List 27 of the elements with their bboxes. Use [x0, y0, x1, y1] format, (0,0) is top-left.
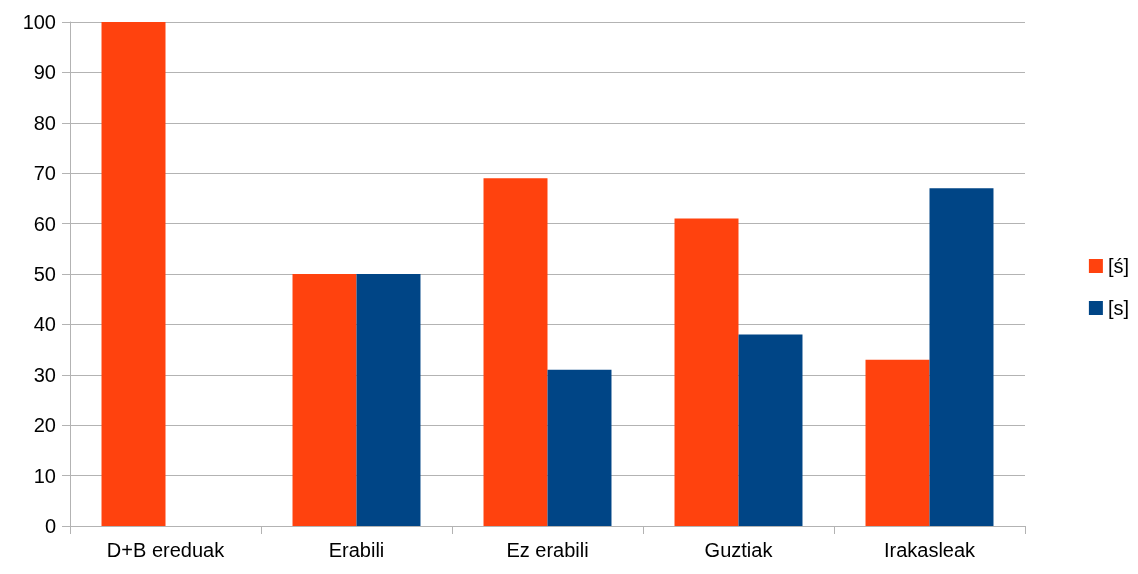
bar [101, 22, 166, 526]
x-tick-label: Irakasleak [883, 539, 977, 561]
y-tick-label: 40 [33, 313, 56, 336]
legend-label: [ś] [1107, 255, 1130, 277]
bar [674, 218, 739, 526]
y-tick-label: 80 [33, 111, 56, 134]
x-tick-label: Guztiak [704, 539, 774, 561]
y-tick-label: 30 [33, 363, 56, 386]
bar [483, 178, 548, 526]
bar [865, 359, 930, 526]
y-tick-label: 60 [33, 212, 56, 235]
bar [738, 334, 803, 526]
y-tick-label: 70 [33, 162, 56, 185]
y-tick-label: 50 [33, 263, 56, 285]
bar [929, 188, 994, 526]
x-tick-label: Ez erabili [506, 539, 589, 561]
bar [547, 369, 612, 526]
y-tick-label: 0 [44, 515, 56, 537]
y-tick-label: 100 [22, 11, 56, 33]
x-tick-label: Erabili [328, 539, 385, 561]
y-tick-label: 10 [33, 464, 56, 487]
bar [356, 274, 421, 526]
y-tick-label: 20 [33, 414, 56, 437]
x-tick-label: D+B ereduak [106, 539, 226, 561]
legend-label: [s] [1107, 297, 1130, 319]
y-tick-label: 90 [33, 61, 56, 84]
bar [292, 274, 357, 526]
